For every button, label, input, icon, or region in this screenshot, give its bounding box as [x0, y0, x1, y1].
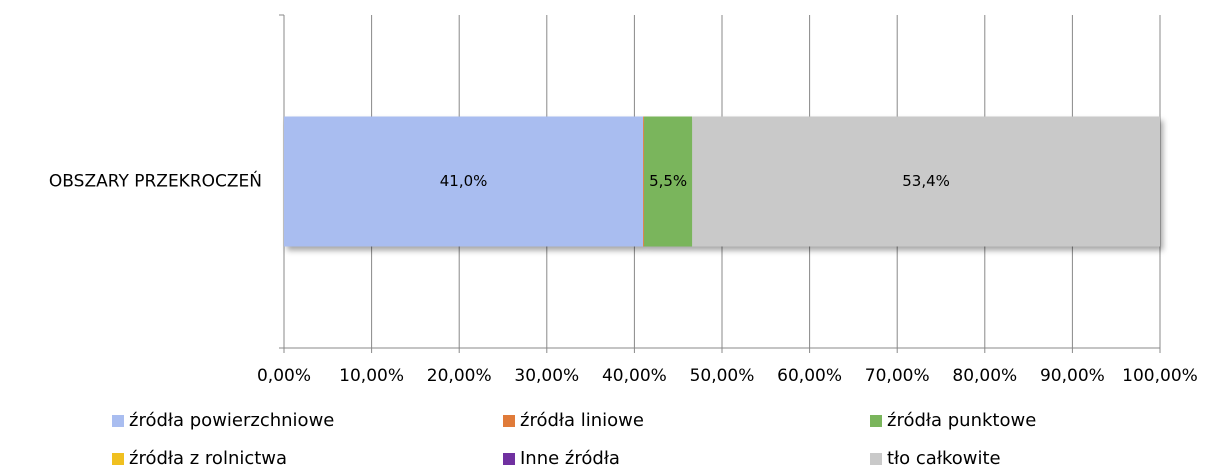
legend-label: tło całkowite	[887, 448, 1001, 469]
legend-swatch	[112, 415, 124, 427]
x-tick-label: 30,00%	[514, 366, 579, 386]
legend-swatch	[870, 453, 882, 465]
x-tick-label: 100,00%	[1122, 366, 1198, 386]
value-label: 41,0%	[440, 172, 488, 190]
legend-swatch	[870, 415, 882, 427]
y-tick-label: OBSZARY PRZEKROCZEŃ	[49, 170, 262, 192]
value-label: 53,4%	[902, 172, 950, 190]
legend-swatch	[112, 453, 124, 465]
legend-label: źródła punktowe	[887, 410, 1036, 431]
bar-group	[284, 116, 1160, 247]
x-tick-label: 20,00%	[427, 366, 492, 386]
x-tick-label: 10,00%	[339, 366, 404, 386]
bar-segment	[692, 116, 1160, 247]
legend-label: Inne źródła	[520, 448, 620, 469]
bar-segment	[644, 116, 693, 247]
legend-label: źródła liniowe	[520, 410, 644, 431]
value-label: 5,5%	[649, 172, 687, 190]
x-tick-label: 60,00%	[777, 366, 842, 386]
legend-swatch	[503, 415, 515, 427]
legend-label: źródła z rolnictwa	[129, 448, 287, 469]
x-tick-label: 80,00%	[952, 366, 1017, 386]
legend-swatch	[503, 453, 515, 465]
x-tick-label: 0,00%	[257, 366, 311, 386]
x-tick-label: 90,00%	[1040, 366, 1105, 386]
bar-segment	[284, 116, 644, 247]
bar-segment	[643, 116, 645, 247]
x-tick-label: 50,00%	[690, 366, 755, 386]
legend-label: źródła powierzchniowe	[129, 410, 334, 431]
x-tick-label: 70,00%	[865, 366, 930, 386]
x-tick-label: 40,00%	[602, 366, 667, 386]
